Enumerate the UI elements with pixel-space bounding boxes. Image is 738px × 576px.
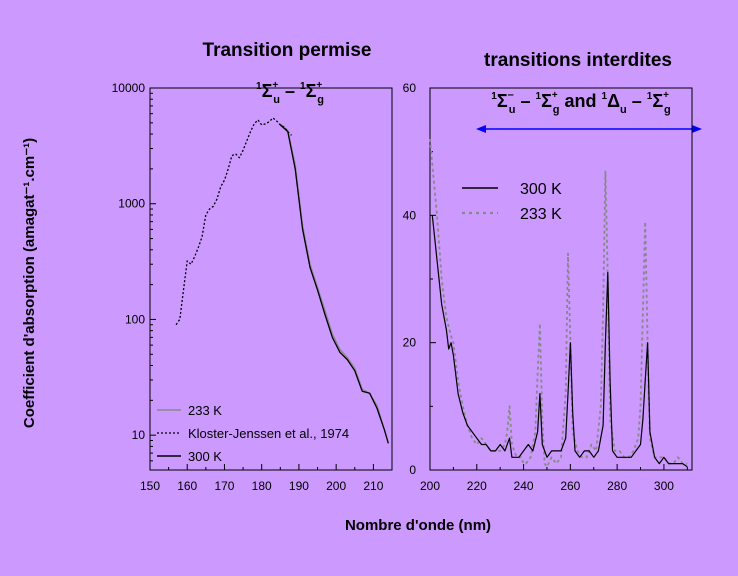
x-tick-label: 240	[514, 479, 534, 493]
series-300k-left	[279, 124, 389, 444]
right-plot-frame	[429, 87, 693, 471]
y-tick-label: 100	[125, 312, 145, 326]
x-tick-label: 300	[654, 479, 674, 493]
left-plot-frame	[149, 87, 393, 471]
x-tick-label: 190	[289, 479, 309, 493]
x-tick-label: 180	[252, 479, 272, 493]
y-tick-label: 40	[403, 208, 417, 222]
x-tick-label: 220	[467, 479, 487, 493]
left-plot-series	[175, 117, 389, 444]
legend-label-300k: 300 K	[188, 449, 222, 464]
left-term-label: 1Σ+ u – 1Σ+ g	[256, 80, 324, 106]
left-axis-ticks: 150 160 170 180 190 200 210 10 100 1000 10000	[112, 81, 384, 493]
left-chart-title: Transition permise	[203, 40, 372, 61]
series-233k-left	[279, 123, 389, 444]
x-tick-label: 210	[363, 479, 383, 493]
range-arrow	[476, 125, 702, 133]
x-tick-label: 160	[177, 479, 197, 493]
x-tick-label: 260	[560, 479, 580, 493]
series-kloster-jenssen	[175, 117, 292, 326]
series-300k-right	[431, 215, 688, 468]
right-term-label: 1Σ– u – 1Σ+ g and 1Δu – 1Σ+ g	[491, 89, 670, 116]
legend-label-kloster: Kloster-Jenssen et al., 1974	[188, 426, 349, 441]
y-tick-label: 0	[409, 463, 416, 477]
y-axis-label: Coefficient d'absorption (amagat⁻¹.cm⁻¹)	[21, 138, 38, 428]
right-axis-ticks: 200 220 240 260 280 300 0 20 40 60	[403, 81, 688, 493]
legend-label-300k-right: 300 K	[520, 181, 562, 198]
y-tick-label: 10	[132, 428, 146, 442]
legend-label-233k-right: 233 K	[520, 206, 562, 223]
x-tick-label: 200	[326, 479, 346, 493]
y-tick-label: 60	[403, 81, 417, 95]
y-tick-label: 20	[403, 336, 417, 350]
left-legend: 233 K Kloster-Jenssen et al., 1974 300 K	[157, 403, 349, 464]
x-tick-label: 150	[140, 479, 160, 493]
x-tick-label: 280	[607, 479, 627, 493]
right-chart-title: transitions interdites	[484, 50, 672, 71]
right-plot-series	[429, 138, 688, 468]
right-legend: 300 K 233 K	[462, 181, 562, 223]
series-233k-right	[429, 138, 688, 468]
y-tick-label: 1000	[118, 197, 145, 211]
x-axis-label: Nombre d'onde (nm)	[345, 517, 491, 534]
y-tick-label: 10000	[112, 81, 146, 95]
x-tick-label: 200	[420, 479, 440, 493]
x-tick-label: 170	[214, 479, 234, 493]
legend-label-233k: 233 K	[188, 403, 222, 418]
